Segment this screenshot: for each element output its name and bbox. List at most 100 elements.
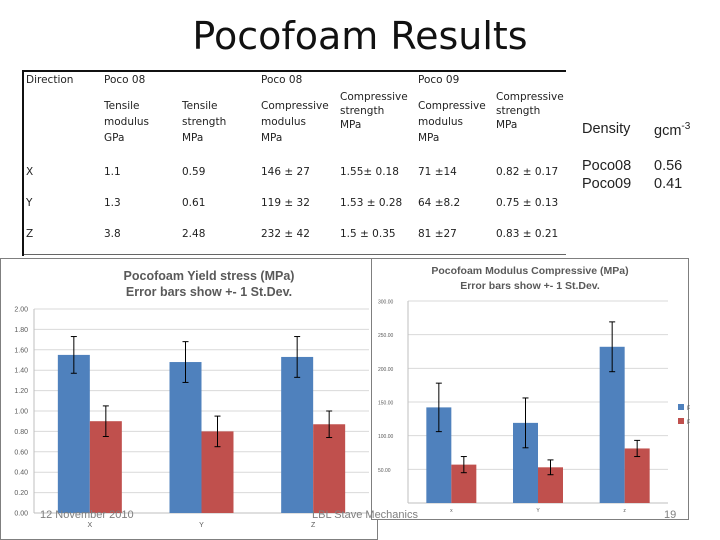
subheader-compressive-modulus-08: Compressive modulus MPa	[255, 90, 334, 160]
footer-page-number: 19	[664, 509, 677, 521]
subheader-blank	[22, 90, 98, 160]
y-tick-label: 150.00	[378, 401, 394, 407]
cell-value: 0.59	[182, 166, 206, 178]
cell-direction: Z	[26, 228, 34, 240]
y-tick-label: 0.60	[14, 449, 28, 456]
subheader-text: MPa	[261, 132, 283, 144]
bar	[281, 356, 314, 513]
cell-value: 81 ±27	[418, 228, 457, 240]
y-tick-label: 1.00	[14, 409, 28, 416]
x-tick-label: Y	[199, 522, 204, 529]
y-tick-label: 2.00	[14, 307, 28, 314]
subheader-text: GPa	[104, 132, 125, 144]
subheader-tensile-modulus: Tensile modulus GPa	[98, 90, 176, 160]
cell-value: 232 ± 42	[261, 228, 310, 240]
density-unit: gcm-3	[654, 121, 690, 139]
cell-value: 1.1	[104, 166, 121, 178]
cell-value: 0.83 ± 0.21	[496, 228, 559, 240]
chart-title-line: Error bars show +- 1 St.Dev.	[126, 285, 292, 299]
subheader-text: modulus	[418, 116, 464, 128]
cell-value: 119 ± 32	[261, 197, 310, 209]
x-tick-label: x	[450, 508, 453, 514]
cell-value: 64 ±8.2	[418, 197, 461, 209]
bar	[57, 354, 90, 513]
legend-swatch	[678, 418, 684, 424]
table-row-z: Z 3.8 2.48 232 ± 42 1.5 ± 0.35 81 ±27 0.…	[22, 222, 566, 253]
subheader-compressive-strength-09: Compressive strength MPa	[490, 90, 566, 160]
subheader-text: strength	[496, 105, 541, 117]
legend-label: Poco08	[687, 406, 690, 412]
x-tick-label: z	[623, 508, 626, 514]
bar	[624, 448, 650, 503]
subheader-text: MPa	[418, 132, 440, 144]
density-name-poco09: Poco09	[582, 176, 632, 192]
table-header-row: Direction Poco 08 Poco 08 Poco 09	[22, 70, 566, 90]
cell-value: 1.53 ± 0.28	[340, 197, 403, 209]
header-poco09: Poco 09	[418, 74, 460, 86]
subheader-text: Compressive	[340, 91, 408, 103]
subheader-tensile-strength: Tensile strength MPa	[176, 90, 255, 160]
header-poco08-compressive: Poco 08	[261, 74, 303, 86]
cell-value: 1.5 ± 0.35	[340, 228, 396, 240]
y-tick-label: 0.20	[14, 490, 28, 497]
y-tick-label: 1.60	[14, 347, 28, 354]
chart-title-line: Error bars show +- 1 St.Dev.	[460, 280, 600, 292]
subheader-text: MPa	[340, 119, 362, 131]
cell-value: 0.75 ± 0.13	[496, 197, 559, 209]
y-tick-label: 50.00	[378, 468, 391, 474]
table-bottom-rule	[24, 254, 566, 255]
subheader-text: strength	[182, 116, 227, 128]
table-row-x: X 1.1 0.59 146 ± 27 1.55± 0.18 71 ±14 0.…	[22, 160, 566, 191]
footer-date: 12 November 2010	[40, 509, 134, 521]
cell-direction: X	[26, 166, 34, 178]
subheader-text: Tensile	[182, 100, 218, 112]
subheader-text: MPa	[496, 119, 518, 131]
cell-value: 1.55± 0.18	[340, 166, 399, 178]
y-tick-label: 300.00	[378, 300, 394, 306]
header-poco08-tensile: Poco 08	[104, 74, 146, 86]
legend-swatch	[678, 404, 684, 410]
table-left-border	[22, 70, 24, 256]
density-name-poco08: Poco08	[582, 158, 632, 174]
subheader-compressive-modulus-09: Compressive modulus MPa	[412, 90, 490, 160]
header-direction: Direction	[26, 74, 74, 86]
table-top-border	[22, 70, 566, 72]
subheader-text: MPa	[182, 132, 204, 144]
subheader-text: Tensile	[104, 100, 140, 112]
subheader-compressive-strength-08: Compressive strength MPa	[334, 90, 412, 160]
cell-direction: Y	[26, 197, 33, 209]
subheader-text: strength	[340, 105, 385, 117]
table-row-y: Y 1.3 0.61 119 ± 32 1.53 ± 0.28 64 ±8.2 …	[22, 191, 566, 222]
bar	[313, 424, 346, 513]
cell-value: 71 ±14	[418, 166, 457, 178]
x-tick-label: X	[87, 522, 92, 529]
x-tick-label: Y	[536, 508, 540, 514]
modulus-compressive-chart-svg: Pocofoam Modulus Compressive (MPa) Error …	[378, 265, 690, 514]
cell-value: 3.8	[104, 228, 121, 240]
table-subheader-row: Tensile modulus GPa Tensile strength MPa…	[22, 90, 566, 160]
y-tick-label: 0.00	[14, 511, 28, 518]
legend-label: Poco09	[687, 420, 690, 426]
density-label: Density	[582, 121, 631, 137]
subheader-text: modulus	[261, 116, 307, 128]
y-tick-label: 100.00	[378, 434, 394, 440]
density-unit-exponent: -3	[681, 121, 691, 132]
footer-center: LBL Stave Mechanics	[312, 509, 418, 521]
subheader-text: Compressive	[418, 100, 486, 112]
modulus-compressive-chart: Pocofoam Modulus Compressive (MPa) Error …	[371, 258, 690, 520]
yield-stress-chart-svg: Pocofoam Yield stress (MPa) Error bars sh…	[14, 269, 369, 529]
cell-value: 2.48	[182, 228, 206, 240]
y-tick-label: 1.40	[14, 368, 28, 375]
density-value-poco08: 0.56	[654, 158, 683, 174]
subheader-text: Compressive	[261, 100, 329, 112]
y-tick-label: 0.80	[14, 429, 28, 436]
cell-value: 0.61	[182, 197, 206, 209]
page-title: Pocofoam Results	[192, 14, 528, 58]
subheader-text: modulus	[104, 116, 150, 128]
density-unit-base: gcm	[654, 122, 682, 139]
density-value-poco09: 0.41	[654, 176, 683, 192]
cell-value: 0.82 ± 0.17	[496, 166, 559, 178]
cell-value: 1.3	[104, 197, 121, 209]
chart-title-line: Pocofoam Modulus Compressive (MPa)	[431, 265, 628, 277]
y-tick-label: 200.00	[378, 367, 394, 373]
